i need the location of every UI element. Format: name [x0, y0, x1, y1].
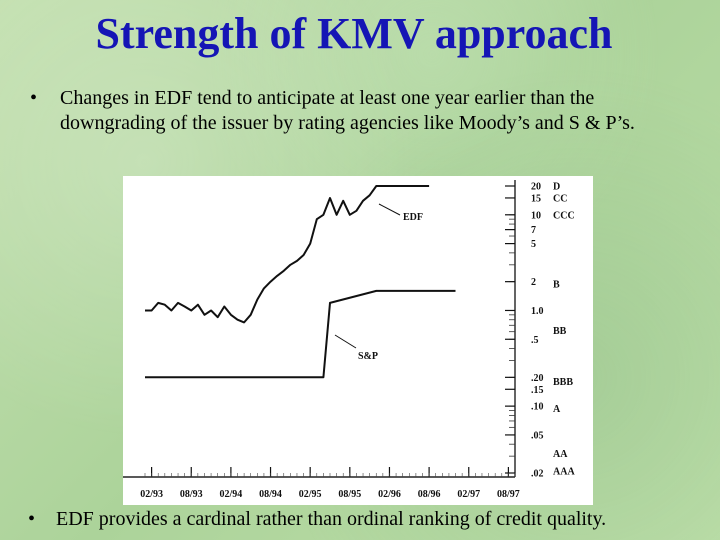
bullet-2-text: EDF provides a cardinal rather than ordi… [56, 508, 607, 530]
x-tick-label: 02/97 [457, 489, 480, 500]
y-tick-label: .5 [531, 335, 539, 346]
rating-label: CC [553, 193, 567, 204]
y-tick-label: .10 [531, 402, 544, 413]
x-tick-label: 08/93 [180, 489, 203, 500]
rating-label: AAA [553, 466, 575, 477]
rating-label: CCC [553, 210, 575, 221]
rating-label: AA [553, 449, 568, 460]
y-tick-label: 1.0 [531, 306, 544, 317]
rating-label: BB [553, 326, 567, 337]
x-tick-label: 02/93 [140, 489, 163, 500]
y-tick-label: .20 [531, 373, 544, 384]
x-tick-label: 08/96 [418, 489, 441, 500]
sp-annotation: S&P [358, 351, 378, 362]
y-tick-label: 7 [531, 225, 536, 236]
y-tick-label: 15 [531, 193, 541, 204]
edf-annotation-pointer [378, 203, 401, 216]
edf-chart-svg: 2015107521.0.5.20.15.10.05.02DCCCCCBBBBB… [123, 180, 575, 500]
edf-annotation: EDF [403, 212, 423, 223]
bullet-dot: • [30, 87, 38, 109]
bullet-1-text: Changes in EDF tend to anticipate at lea… [60, 87, 635, 134]
x-tick-label: 08/94 [259, 489, 282, 500]
rating-label: A [553, 404, 561, 415]
edf-series-line [145, 185, 430, 324]
sp-series-line [145, 289, 456, 379]
y-tick-label: 5 [531, 239, 536, 250]
slide-title: Strength of KMV approach [95, 9, 613, 58]
x-tick-label: 02/95 [299, 489, 322, 500]
x-tick-label: 02/96 [378, 489, 401, 500]
bullet-dot: • [28, 508, 36, 530]
y-tick-label: 10 [531, 210, 541, 221]
x-tick-label: 02/94 [220, 489, 243, 500]
edf-chart: 20 15 10 7 5 2 1.0.5.20.15.10.05.02 D CC CCC B BB BB… [123, 176, 593, 505]
y-tick-label: .05 [531, 430, 544, 441]
rating-label: B [553, 279, 560, 290]
sp-annotation-pointer [334, 334, 357, 349]
y-tick-label: 20 [531, 182, 541, 193]
x-tick-label: 08/95 [338, 489, 361, 500]
x-tick-label: 08/97 [497, 489, 520, 500]
rating-label: BBB [553, 377, 573, 388]
y-tick-label: 2 [531, 277, 536, 288]
y-tick-label: .02 [531, 469, 544, 480]
y-tick-label: .15 [531, 385, 544, 396]
rating-label: D [553, 182, 560, 193]
